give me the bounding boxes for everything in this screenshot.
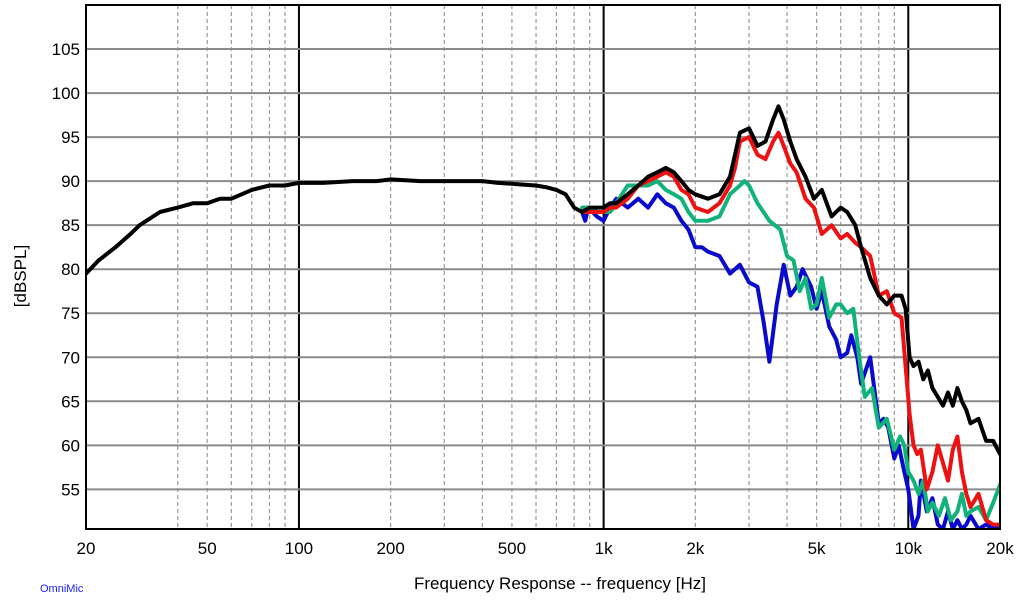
plot-background	[86, 5, 1000, 529]
x-tick-label: 10k	[895, 539, 923, 558]
y-tick-label: 100	[52, 84, 80, 103]
tick-labels: 20 50 100 200 500 1k 2k 5k 10k 20k 55 60 65 70 75 80 85 9…	[52, 40, 1015, 558]
x-tick-label: 20k	[986, 539, 1014, 558]
y-tick-label: 80	[61, 260, 80, 279]
y-tick-label: 60	[61, 436, 80, 455]
x-tick-label: 200	[376, 539, 404, 558]
series-line-2	[580, 179, 1000, 523]
x-tick-label: 500	[498, 539, 526, 558]
omnimic-watermark: OmniMic	[40, 583, 84, 595]
x-tick-label: 5k	[808, 539, 826, 558]
series-layer	[86, 104, 1000, 529]
series-line-4	[86, 104, 1000, 457]
y-axis-title: [dBSPL]	[11, 245, 30, 307]
x-axis-title: Frequency Response -- frequency [Hz]	[414, 574, 706, 593]
y-tick-label: 95	[61, 128, 80, 147]
grid-lines	[86, 5, 1000, 529]
x-tick-label: 100	[285, 539, 313, 558]
y-tick-label: 75	[61, 304, 80, 323]
x-tick-label: 1k	[595, 539, 613, 558]
series-line-3	[580, 130, 1000, 527]
x-tick-label: 20	[77, 539, 96, 558]
plot-frame	[85, 4, 1001, 530]
y-tick-label: 90	[61, 172, 80, 191]
y-tick-label: 85	[61, 216, 80, 235]
y-tick-label: 65	[61, 392, 80, 411]
x-tick-label: 2k	[686, 539, 704, 558]
x-tick-label: 50	[198, 539, 217, 558]
y-tick-label: 55	[61, 480, 80, 499]
y-tick-label: 70	[61, 348, 80, 367]
y-tick-label: 105	[52, 40, 80, 59]
